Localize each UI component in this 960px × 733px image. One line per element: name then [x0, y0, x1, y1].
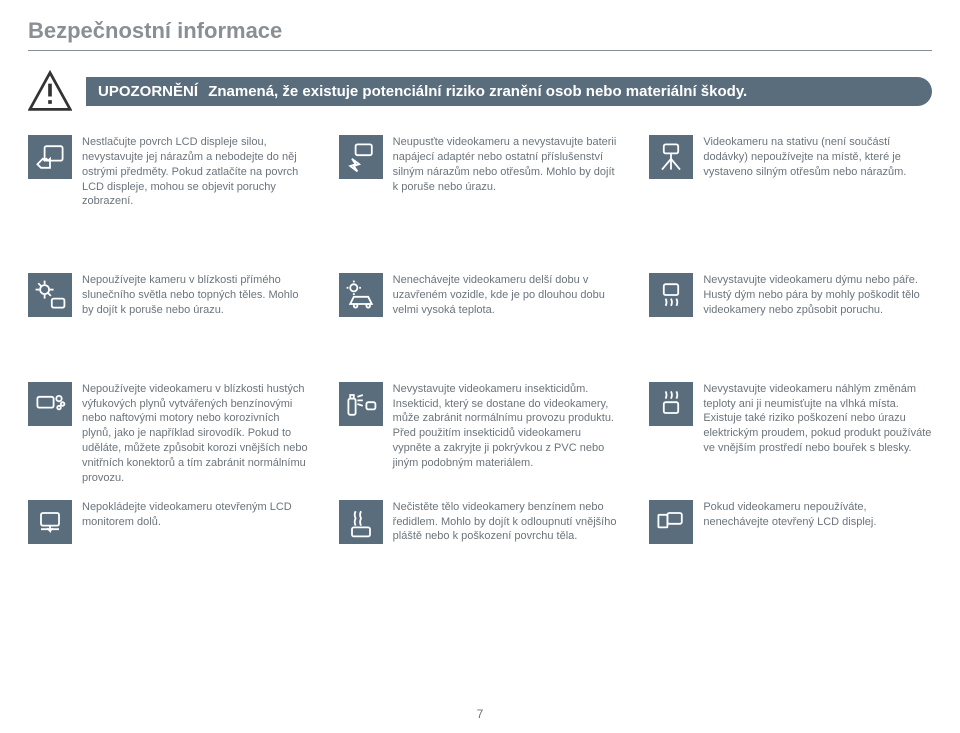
safety-text: Nestlačujte povrch LCD displeje silou, n… [82, 135, 311, 209]
warning-label: UPOZORNĚNÍ [98, 83, 198, 100]
warning-triangle-icon [28, 69, 72, 113]
drop-impact-icon [339, 135, 383, 179]
safety-item: Nevystavujte videokameru insekticidům. I… [339, 382, 622, 486]
safety-item: Nevystavujte videokameru náhlým změnám t… [649, 382, 932, 486]
safety-grid: Nestlačujte povrch LCD displeje silou, n… [28, 135, 932, 544]
safety-item: Nepoužívejte videokameru v blízkosti hus… [28, 382, 311, 486]
safety-item: Nenechávejte videokameru delší dobu v uz… [339, 273, 622, 318]
sun-heat-icon [28, 273, 72, 317]
safety-text: Pokud videokameru nepoužíváte, nenecháve… [703, 500, 932, 530]
safety-text: Nenechávejte videokameru delší dobu v uz… [393, 273, 622, 318]
safety-item: Nečistěte tělo videokamery benzínem nebo… [339, 500, 622, 545]
press-screen-icon [28, 135, 72, 179]
safety-text: Nevystavujte videokameru insekticidům. I… [393, 382, 622, 471]
safety-text: Nevystavujte videokameru dýmu nebo páře.… [703, 273, 932, 318]
row-gap [28, 223, 311, 259]
safety-item: Nevystavujte videokameru dýmu nebo páře.… [649, 273, 932, 318]
smoke-steam-icon [649, 273, 693, 317]
warning-text: Znamená, že existuje potenciální riziko … [208, 83, 747, 100]
warning-banner: UPOZORNĚNÍ Znamená, že existuje potenciá… [86, 77, 932, 106]
safety-item: Nepokládejte videokameru otevřeným LCD m… [28, 500, 311, 545]
solvent-clean-icon [339, 500, 383, 544]
facedown-lcd-icon [28, 500, 72, 544]
safety-item: Pokud videokameru nepoužíváte, nenecháve… [649, 500, 932, 545]
safety-text: Nepoužívejte kameru v blízkosti přímého … [82, 273, 311, 318]
page-title: Bezpečnostní informace [28, 18, 932, 44]
row-gap [339, 223, 622, 259]
warning-row: UPOZORNĚNÍ Znamená, že existuje potenciá… [28, 69, 932, 113]
car-heat-icon [339, 273, 383, 317]
open-lcd-icon [649, 500, 693, 544]
exhaust-gas-icon [28, 382, 72, 426]
safety-text: Nevystavujte videokameru náhlým změnám t… [703, 382, 932, 456]
page-number: 7 [0, 707, 960, 721]
safety-text: Neupusťte videokameru a nevystavujte bat… [393, 135, 622, 194]
row-gap [339, 332, 622, 368]
tripod-vibration-icon [649, 135, 693, 179]
safety-item: Nestlačujte povrch LCD displeje silou, n… [28, 135, 311, 209]
safety-item: Videokameru na stativu (není součástí do… [649, 135, 932, 209]
row-gap [28, 332, 311, 368]
insecticide-spray-icon [339, 382, 383, 426]
safety-item: Neupusťte videokameru a nevystavujte bat… [339, 135, 622, 209]
safety-text: Nepokládejte videokameru otevřeným LCD m… [82, 500, 311, 530]
safety-text: Nečistěte tělo videokamery benzínem nebo… [393, 500, 622, 545]
safety-text: Videokameru na stativu (není součástí do… [703, 135, 932, 180]
safety-text: Nepoužívejte videokameru v blízkosti hus… [82, 382, 311, 486]
row-gap [649, 332, 932, 368]
row-gap [649, 223, 932, 259]
safety-item: Nepoužívejte kameru v blízkosti přímého … [28, 273, 311, 318]
title-rule [28, 50, 932, 51]
temperature-humidity-icon [649, 382, 693, 426]
